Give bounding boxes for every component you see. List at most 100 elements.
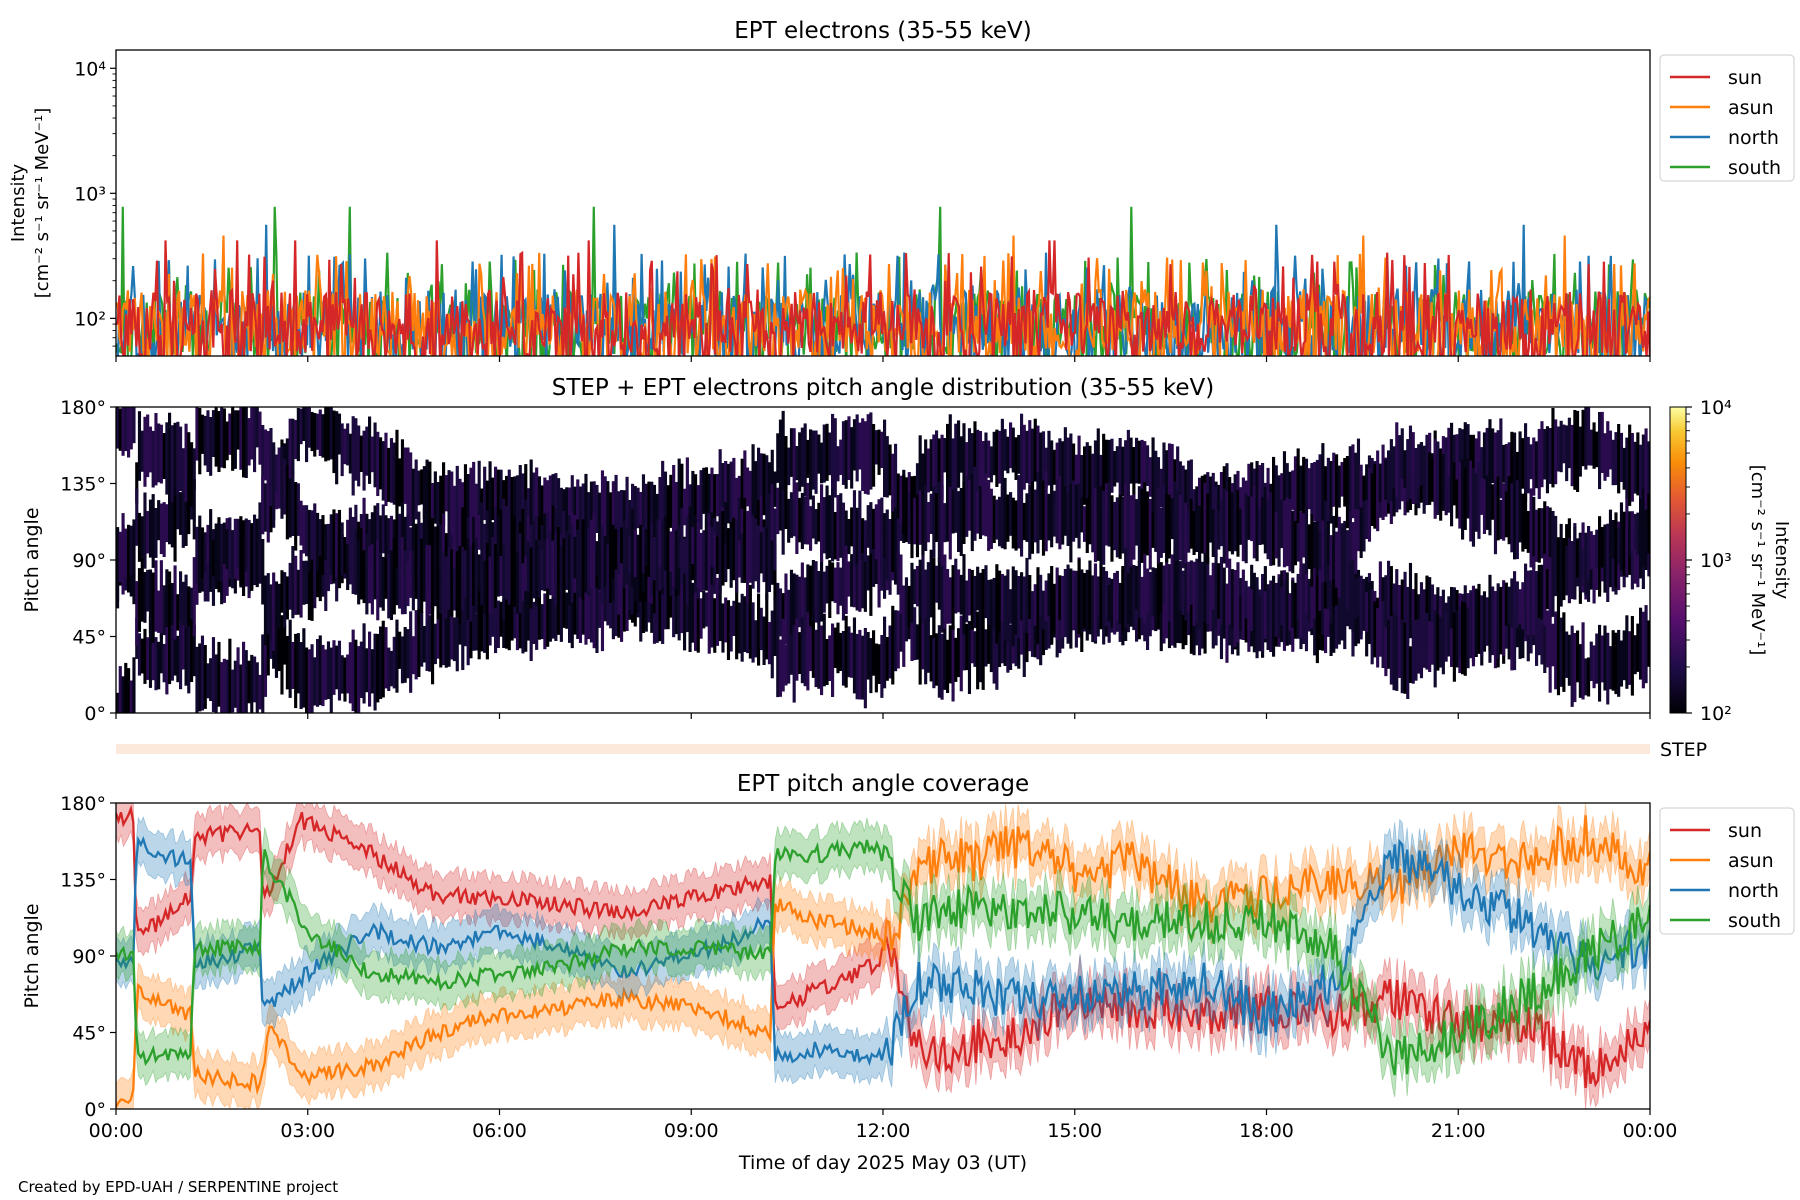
heatmap-cell [1017,576,1021,639]
heatmap-cell [883,419,887,498]
heatmap-cell [1020,572,1024,621]
heatmap-cell [1493,480,1498,555]
heatmap-cell [305,505,309,557]
heatmap-cell [792,573,796,627]
heatmap-cell [674,594,678,635]
heatmap-cell [1072,570,1076,631]
heatmap-cell [1285,572,1289,646]
panel3-ytick-label-0: 0° [84,1099,106,1121]
legend-box [1659,807,1795,935]
heatmap-cell [1639,498,1643,556]
panel1-ylabel-line1: Intensity [8,163,29,242]
heatmap-cell [1359,585,1363,635]
heatmap-cell [318,409,322,456]
heatmap-cell [1463,422,1467,482]
heatmap-cell [124,662,128,713]
heatmap-cell [962,554,966,635]
heatmap-cell [718,581,722,642]
heatmap-cell [1014,570,1018,635]
heatmap-cell [1258,594,1262,652]
heatmap-cell [1063,576,1067,617]
heatmap-cell [1417,619,1421,674]
heatmap-cell [1195,558,1199,623]
heatmap-cell [617,529,621,575]
heatmap-cell [499,555,503,596]
heatmap-cell [1351,560,1355,633]
heatmap-cell [694,578,698,651]
heatmap-cell [1181,598,1185,650]
heatmap-cell [406,514,410,583]
heatmap-cell [1104,439,1109,509]
heatmap-cell [1507,586,1511,625]
heatmap-cell [143,492,147,569]
heatmap-cell [957,569,961,613]
heatmap-cell [726,600,731,660]
heatmap-cell [724,597,728,643]
heatmap-cell [1562,612,1566,692]
heatmap-cell [754,461,758,528]
heatmap-cell [885,509,889,581]
heatmap-cell [1359,507,1363,558]
heatmap-cell [209,509,213,586]
heatmap-cell [932,609,936,689]
heatmap-cell [1165,450,1169,504]
heatmap-cell [1502,580,1506,656]
heatmap-cell [121,513,125,595]
heatmap-cell [217,522,221,582]
panel3-xaxis: 00:00 03:00 06:00 09:00 12:00 15:00 18:00 21:00… [89,1120,1678,1142]
heatmap-cell [973,575,977,629]
heatmap-cell [1532,496,1536,570]
heatmap-cell [715,577,720,646]
heatmap-cell [381,556,385,611]
heatmap-cell [461,546,465,611]
heatmap-cell [976,429,980,494]
heatmap-cell [811,620,815,678]
heatmap-cell [258,502,262,584]
heatmap-cell [357,539,361,605]
heatmap-cell [943,438,947,473]
heatmap-cell [184,423,188,502]
heatmap-cell [127,524,131,593]
heatmap-cell [677,458,681,538]
heatmap-cell [302,505,306,554]
heatmap-cell [976,492,980,534]
heatmap-cell [1535,441,1539,489]
heatmap-cell [836,446,840,482]
heatmap-cell [250,654,254,713]
heatmap-cell [1003,628,1007,666]
heatmap-cell [326,523,331,582]
heatmap-cell [946,478,950,542]
heatmap-cell [1444,437,1448,516]
heatmap-cell [562,538,566,586]
heatmap-cell [1058,438,1062,506]
heatmap-cell [1482,591,1487,652]
heatmap-cell [1461,459,1465,540]
heatmap-cell [395,619,399,693]
heatmap-cell [305,407,309,463]
heatmap-cell [987,480,991,551]
heatmap-cell [762,616,766,665]
heatmap-cell [433,526,437,590]
heatmap-cell [806,612,810,691]
heatmap-cell [1203,482,1207,553]
heatmap-cell [978,572,983,631]
heatmap-cell [1091,496,1095,553]
heatmap-cell [1217,510,1221,550]
heatmap-cell [222,530,226,603]
heatmap-cell [770,610,774,679]
heatmap-cell [524,572,528,652]
heatmap-cell [1578,644,1582,698]
heatmap-cell [521,473,525,526]
heatmap-cell [548,598,552,642]
heatmap-cell [1403,450,1407,488]
heatmap-cell [1307,468,1311,510]
heatmap-cell [951,438,955,496]
heatmap-cell [888,625,892,679]
heatmap-cell [1085,569,1089,641]
heatmap-cell [1518,606,1522,659]
heatmap-cell [1277,492,1281,567]
heatmap-cell [844,510,848,546]
heatmap-cell [1302,513,1306,558]
heatmap-cell [820,559,824,622]
heatmap-cell [1143,481,1147,554]
